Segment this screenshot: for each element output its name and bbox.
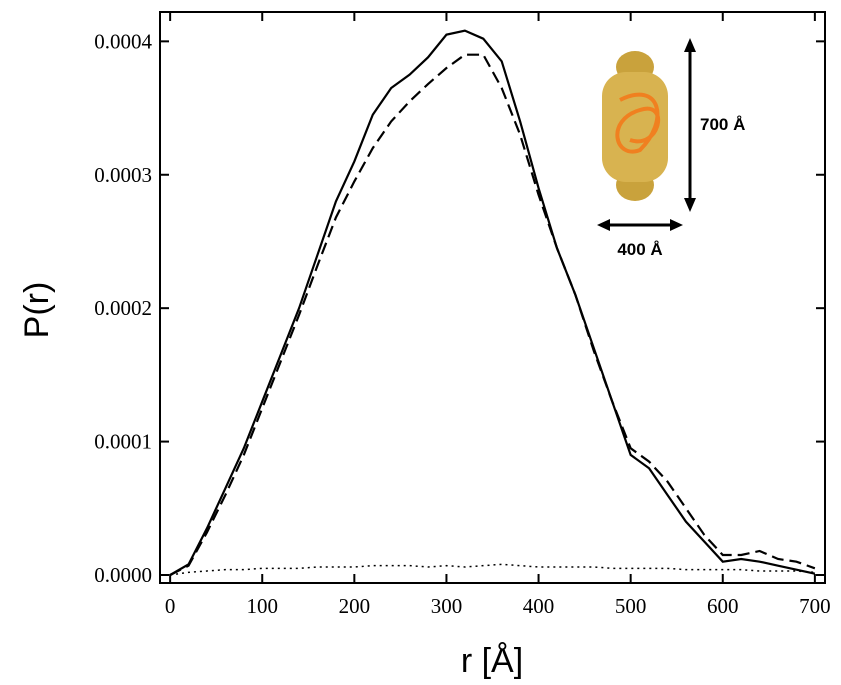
x-tick-label: 300 (431, 594, 463, 618)
series-line (170, 563, 815, 576)
y-tick-label: 0.0001 (94, 430, 152, 454)
plot-frame (159, 11, 826, 584)
x-tick-label: 100 (246, 594, 278, 618)
series-line (169, 53, 816, 576)
x-tick-label: 600 (707, 594, 739, 618)
x-axis-label: r [Å] (461, 642, 523, 680)
inset-chain (615, 92, 660, 154)
inset: 700 Å 400 Å (597, 38, 745, 259)
x-tick-label: 200 (339, 594, 371, 618)
x-tick-label: 500 (615, 594, 647, 618)
x-tick-label: 0 (165, 594, 176, 618)
y-tick-label: 0.0002 (94, 296, 152, 320)
series-line (169, 29, 816, 576)
y-tick-label: 0.0000 (94, 563, 152, 587)
y-axis-label: P(r) (18, 282, 56, 339)
y-tick-label: 0.0004 (94, 29, 152, 53)
y-tick-label: 0.0003 (94, 163, 152, 187)
inset-label: 400 Å (617, 240, 662, 259)
inset-label: 700 Å (700, 115, 745, 134)
x-tick-label: 700 (799, 594, 831, 618)
x-tick-label: 400 (523, 594, 555, 618)
